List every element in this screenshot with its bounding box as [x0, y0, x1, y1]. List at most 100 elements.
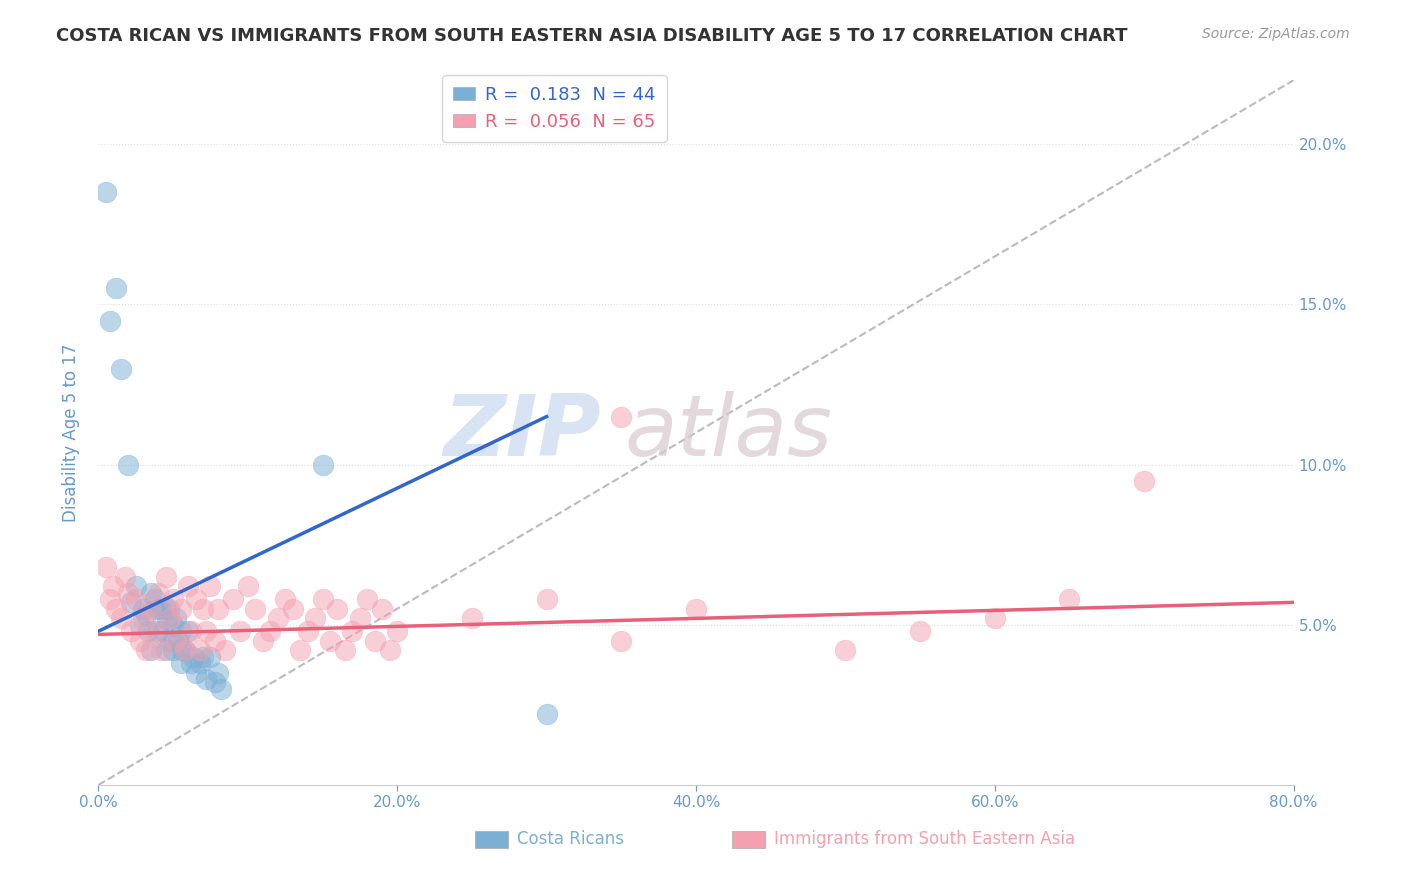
Point: [159, 633, 181, 648]
Point: [349, 611, 371, 625]
Point: [610, 409, 633, 424]
Point: [172, 643, 194, 657]
Point: [117, 458, 139, 472]
Point: [195, 673, 218, 687]
Point: [132, 601, 155, 615]
Point: [148, 601, 170, 615]
Point: [200, 649, 222, 664]
Point: [174, 643, 197, 657]
Point: [139, 601, 162, 615]
Point: [103, 579, 125, 593]
Point: [155, 570, 177, 584]
Point: [143, 592, 166, 607]
Point: [98, 592, 122, 607]
Point: [155, 643, 177, 657]
Point: [150, 643, 173, 657]
Point: [162, 592, 184, 607]
Point: [236, 579, 259, 593]
Point: [214, 643, 236, 657]
Point: [162, 617, 184, 632]
Point: [364, 633, 387, 648]
Point: [222, 592, 245, 607]
Point: [159, 611, 181, 625]
Point: [174, 643, 197, 657]
Point: [229, 624, 252, 639]
Point: [129, 617, 152, 632]
Point: [610, 633, 633, 648]
Point: [207, 665, 229, 680]
Point: [166, 633, 188, 648]
Y-axis label: Disability Age 5 to 17: Disability Age 5 to 17: [62, 343, 80, 522]
Point: [536, 707, 558, 722]
Point: [125, 592, 148, 607]
Point: [136, 624, 159, 639]
Point: [143, 624, 166, 639]
Point: [148, 624, 170, 639]
Point: [461, 611, 484, 625]
Point: [98, 313, 122, 327]
Point: [110, 611, 132, 625]
Point: [162, 643, 184, 657]
Point: [169, 601, 191, 615]
Point: [184, 665, 207, 680]
Text: COSTA RICAN VS IMMIGRANTS FROM SOUTH EASTERN ASIA DISABILITY AGE 5 TO 17 CORRELA: COSTA RICAN VS IMMIGRANTS FROM SOUTH EAS…: [56, 27, 1128, 45]
Point: [1133, 474, 1156, 488]
Point: [245, 601, 267, 615]
Point: [184, 592, 207, 607]
Point: [132, 611, 155, 625]
Point: [157, 601, 180, 615]
Point: [311, 458, 333, 472]
Point: [180, 657, 202, 671]
Point: [188, 643, 211, 657]
Point: [378, 643, 401, 657]
Point: [139, 643, 162, 657]
Text: Costa Ricans: Costa Ricans: [517, 830, 624, 848]
Point: [181, 649, 204, 664]
Text: Immigrants from South Eastern Asia: Immigrants from South Eastern Asia: [773, 830, 1074, 848]
Point: [152, 624, 174, 639]
Point: [267, 611, 290, 625]
Point: [135, 643, 157, 657]
Text: atlas: atlas: [624, 391, 832, 475]
Point: [297, 624, 319, 639]
Point: [252, 633, 274, 648]
Point: [120, 595, 142, 609]
Point: [110, 361, 132, 376]
Point: [165, 611, 187, 625]
Point: [148, 586, 170, 600]
Point: [908, 624, 931, 639]
Point: [188, 657, 211, 671]
Point: [135, 608, 157, 623]
Point: [156, 611, 179, 625]
Point: [125, 579, 148, 593]
Point: [191, 601, 214, 615]
Legend: R =  0.183  N = 44, R =  0.056  N = 65: R = 0.183 N = 44, R = 0.056 N = 65: [441, 75, 666, 142]
Text: Source: ZipAtlas.com: Source: ZipAtlas.com: [1202, 27, 1350, 41]
Point: [150, 601, 173, 615]
Point: [114, 570, 136, 584]
Point: [304, 611, 326, 625]
Point: [180, 624, 202, 639]
Point: [204, 675, 226, 690]
Point: [834, 643, 856, 657]
Point: [356, 592, 378, 607]
Point: [288, 643, 311, 657]
Point: [259, 624, 281, 639]
Bar: [475, 830, 509, 848]
Point: [319, 633, 342, 648]
Point: [105, 281, 128, 295]
Point: [342, 624, 364, 639]
Point: [117, 586, 139, 600]
Point: [94, 186, 117, 200]
Point: [155, 601, 177, 615]
Point: [1059, 592, 1081, 607]
Point: [177, 579, 200, 593]
Point: [311, 592, 333, 607]
Point: [139, 586, 162, 600]
Point: [191, 649, 214, 664]
Point: [94, 560, 117, 574]
Point: [169, 624, 191, 639]
Point: [984, 611, 1007, 625]
Point: [326, 601, 349, 615]
Text: ZIP: ZIP: [443, 391, 600, 475]
